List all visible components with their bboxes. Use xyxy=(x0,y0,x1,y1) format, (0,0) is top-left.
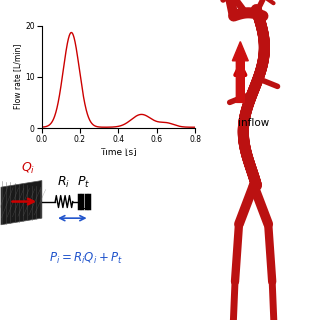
Text: inflow: inflow xyxy=(238,118,269,128)
FancyArrow shape xyxy=(232,42,248,102)
Text: Outlets: 0D resistance model: Outlets: 0D resistance model xyxy=(18,143,173,152)
Text: $R_i$: $R_i$ xyxy=(57,175,70,190)
Polygon shape xyxy=(1,180,42,225)
Text: $P_i = R_i Q_i + P_t$: $P_i = R_i Q_i + P_t$ xyxy=(49,251,123,266)
Text: $P_t$: $P_t$ xyxy=(77,175,90,190)
Y-axis label: Flow rate [L/min]: Flow rate [L/min] xyxy=(13,44,22,109)
X-axis label: Time [s]: Time [s] xyxy=(100,147,137,156)
Text: Inflow: measured flow waveform: Inflow: measured flow waveform xyxy=(24,7,166,17)
Text: $Q_i$: $Q_i$ xyxy=(21,161,36,176)
